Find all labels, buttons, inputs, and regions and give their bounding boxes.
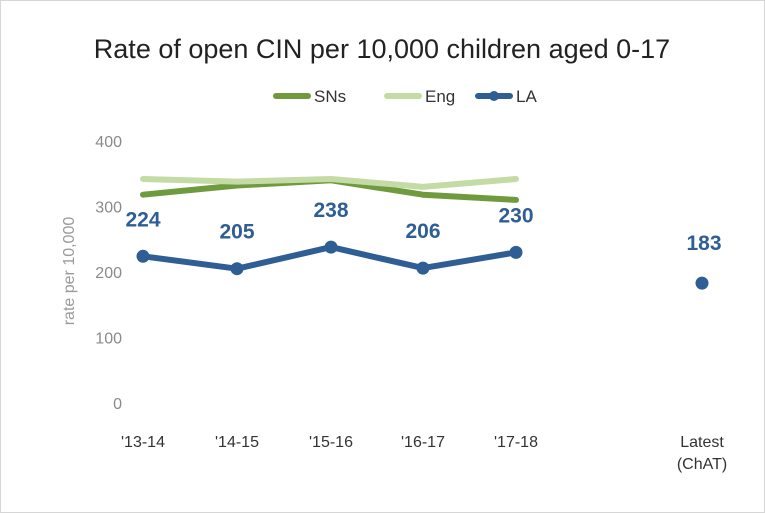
x-axis: '13-14 '14-15 '15-16 '16-17 '17-18 Latest (ChA… <box>121 434 727 473</box>
x-tick-label: '16-17 <box>401 434 445 451</box>
data-label-la: 238 <box>313 199 348 222</box>
x-tick-label: '17-18 <box>494 434 538 451</box>
data-point-la <box>137 250 150 263</box>
y-axis-label: rate per 10,000 <box>61 217 78 326</box>
data-point-la <box>417 262 430 275</box>
legend-label: SNs <box>314 87 346 106</box>
data-point-la <box>696 277 709 290</box>
legend: SNs Eng LA <box>276 87 537 106</box>
x-tick-label: '13-14 <box>121 434 165 451</box>
x-tick-label: '15-16 <box>309 434 353 451</box>
chart-title: Rate of open CIN per 10,000 children age… <box>94 34 670 64</box>
data-label-la: 230 <box>498 204 533 227</box>
legend-label: LA <box>516 87 537 106</box>
legend-label: Eng <box>425 87 455 106</box>
data-labels: 224 205 238 206 230 183 <box>125 199 721 255</box>
y-tick-label: 100 <box>95 331 122 348</box>
data-label-la: 206 <box>405 220 440 243</box>
data-label-la: 205 <box>219 221 254 244</box>
data-point-la <box>325 241 338 254</box>
y-tick-label: 300 <box>95 200 122 217</box>
y-tick-label: 400 <box>95 134 122 151</box>
legend-item-sns: SNs <box>276 87 346 106</box>
data-point-la <box>231 262 244 275</box>
legend-marker <box>489 91 499 101</box>
x-tick-label: '14-15 <box>215 434 259 451</box>
legend-item-la: LA <box>478 87 537 106</box>
y-axis: 0 100 200 300 400 <box>95 134 122 413</box>
y-tick-label: 0 <box>113 396 122 413</box>
data-label-la: 224 <box>125 208 160 231</box>
data-label-la: 183 <box>686 232 721 255</box>
legend-item-eng: Eng <box>387 87 455 106</box>
data-point-la <box>510 246 523 259</box>
y-tick-label: 200 <box>95 265 122 282</box>
x-tick-label: Latest (ChAT) <box>677 434 727 473</box>
